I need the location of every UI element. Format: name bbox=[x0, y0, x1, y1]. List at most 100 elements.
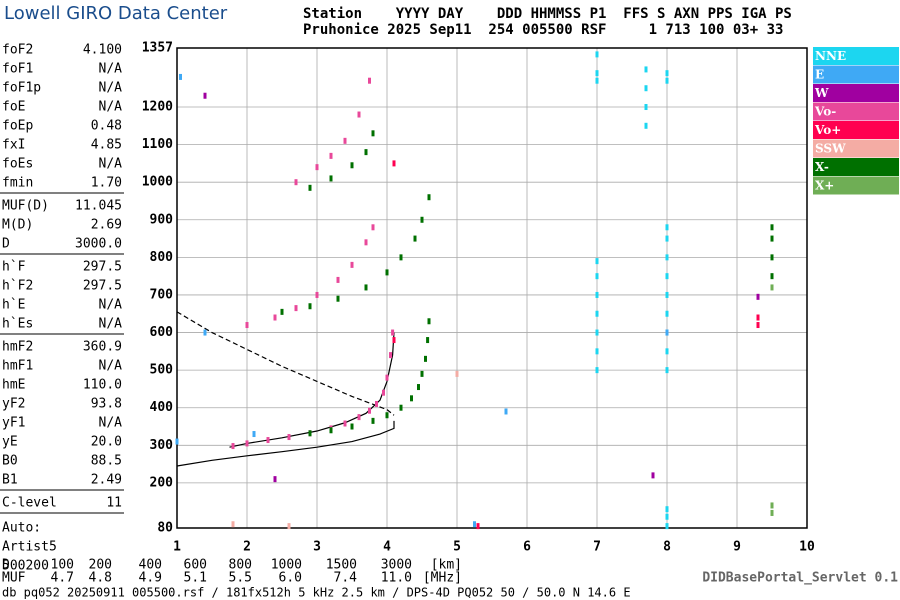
echo-point bbox=[357, 111, 361, 118]
param-value: 2.49 bbox=[91, 473, 122, 488]
echo-point bbox=[203, 329, 207, 336]
param-value: N/A bbox=[99, 317, 123, 332]
echo-point bbox=[382, 389, 385, 396]
echo-point bbox=[665, 77, 669, 84]
scale-label: D bbox=[2, 558, 10, 573]
echo-point bbox=[665, 70, 669, 77]
echo-point bbox=[287, 523, 291, 530]
echo-point bbox=[368, 407, 371, 414]
y-tick-label: 700 bbox=[150, 287, 174, 302]
legend-label: SSW bbox=[815, 142, 846, 156]
param-name: yE bbox=[2, 435, 18, 450]
echo-point bbox=[665, 254, 669, 261]
param-value: 3000.0 bbox=[75, 237, 122, 252]
param-value: 297.5 bbox=[83, 260, 122, 275]
param-value: N/A bbox=[99, 62, 123, 77]
x-tick-label: 3 bbox=[313, 540, 321, 555]
y-tick-label: 900 bbox=[150, 212, 174, 227]
param-value: 2.69 bbox=[91, 218, 122, 233]
param-value: N/A bbox=[99, 416, 123, 431]
echo-point bbox=[770, 509, 774, 516]
echo-point bbox=[329, 427, 333, 434]
param-value: 0.48 bbox=[91, 119, 122, 134]
echo-point bbox=[504, 408, 508, 415]
echo-point bbox=[595, 273, 599, 280]
echo-point bbox=[385, 269, 389, 276]
echo-point bbox=[427, 318, 431, 325]
echo-point bbox=[294, 179, 298, 186]
echo-point bbox=[595, 70, 599, 77]
legend-swatch bbox=[813, 65, 899, 84]
legend-swatch bbox=[813, 158, 899, 176]
echo-point bbox=[364, 149, 368, 156]
echo-point bbox=[420, 216, 424, 223]
scale-label: 6.0 bbox=[279, 571, 302, 586]
y-tick-label: 800 bbox=[150, 250, 174, 265]
echo-point bbox=[308, 184, 312, 191]
echo-point bbox=[399, 404, 403, 411]
param-value: 88.5 bbox=[91, 454, 122, 469]
legend-label: W bbox=[814, 86, 829, 100]
param-value: 11 bbox=[106, 496, 122, 511]
echo-point bbox=[595, 258, 599, 265]
legend-swatch bbox=[813, 139, 899, 158]
scale-label: 100 bbox=[51, 558, 74, 573]
echo-point bbox=[595, 291, 599, 298]
echo-point bbox=[385, 412, 389, 419]
echo-point bbox=[231, 521, 235, 528]
echo-point bbox=[770, 254, 774, 261]
param-name: hmF2 bbox=[2, 340, 33, 355]
y-tick-label: 1000 bbox=[142, 175, 173, 190]
x-tick-label: 9 bbox=[733, 540, 741, 555]
echo-point bbox=[595, 329, 599, 336]
echo-point bbox=[424, 355, 427, 362]
x-tick-label: 2 bbox=[243, 540, 251, 555]
param-name: yF1 bbox=[2, 416, 25, 431]
param-name: fmin bbox=[2, 176, 33, 191]
echo-point bbox=[665, 291, 669, 298]
header-line: Station YYYY DAY DDD HHMMSS P1 FFS S AXN… bbox=[303, 6, 792, 22]
echo-point bbox=[203, 92, 207, 99]
param-name: M(D) bbox=[2, 218, 33, 233]
param-name: foF2 bbox=[2, 43, 33, 58]
echo-point bbox=[399, 254, 403, 261]
echo-point bbox=[665, 235, 669, 242]
echo-point bbox=[665, 310, 669, 317]
param-name: h`F2 bbox=[2, 279, 33, 294]
profile-curve bbox=[229, 332, 395, 448]
scale-label: 400 bbox=[139, 558, 162, 573]
param-name: D bbox=[2, 237, 10, 252]
echo-point bbox=[595, 310, 599, 317]
param-value: 11.045 bbox=[75, 199, 122, 214]
legend-label: NNE bbox=[815, 49, 846, 63]
echo-point bbox=[179, 73, 182, 80]
legend-swatch bbox=[813, 84, 899, 102]
y-tick-label: 600 bbox=[150, 325, 174, 340]
echo-point bbox=[175, 438, 179, 445]
echo-point bbox=[273, 476, 277, 483]
legend-swatch bbox=[813, 102, 899, 121]
echo-point bbox=[644, 66, 648, 73]
echo-point bbox=[644, 104, 648, 111]
param-name: foEp bbox=[2, 119, 33, 134]
echo-point bbox=[770, 284, 774, 291]
echo-point bbox=[231, 443, 235, 450]
y-tick-label: 500 bbox=[150, 363, 174, 378]
param-name: hmF1 bbox=[2, 359, 33, 374]
param-name: fxI bbox=[2, 138, 25, 153]
echo-point bbox=[417, 384, 420, 391]
scale-label: 4.9 bbox=[139, 571, 162, 586]
echo-point bbox=[287, 434, 291, 441]
param-value: 4.100 bbox=[83, 43, 122, 58]
param-name: B0 bbox=[2, 454, 18, 469]
echo-point bbox=[350, 423, 354, 430]
echo-point bbox=[368, 77, 371, 84]
param-name: foF1 bbox=[2, 62, 33, 77]
logo: Lowell GIRO Data Center bbox=[4, 3, 228, 24]
echo-point bbox=[336, 276, 340, 283]
legend-label: X+ bbox=[815, 179, 834, 193]
echo-point bbox=[336, 295, 340, 302]
param-name: foE bbox=[2, 100, 25, 115]
x-tick-label: 8 bbox=[663, 540, 671, 555]
echo-point bbox=[770, 502, 774, 509]
